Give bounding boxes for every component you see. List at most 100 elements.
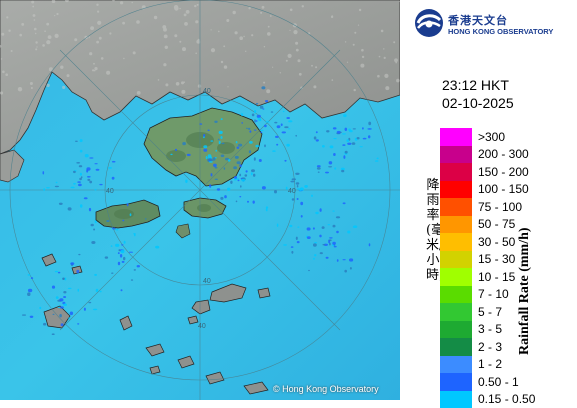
range-label: 40 xyxy=(203,88,211,95)
radar-map[interactable]: 40 40 40 40 40 © Hong Kong Observatory xyxy=(0,0,400,400)
legend-range-label: 2 - 3 xyxy=(478,340,502,354)
rain-echo xyxy=(254,110,256,113)
rain-echo xyxy=(343,155,345,159)
legend-item: 2 - 3 xyxy=(440,338,575,356)
rain-echo xyxy=(262,108,264,109)
rain-echo xyxy=(95,220,97,223)
rain-echo xyxy=(59,298,63,301)
rain-echo xyxy=(290,181,294,183)
rain-echo xyxy=(314,242,317,243)
rain-echo xyxy=(238,144,242,147)
rain-echo xyxy=(307,227,311,230)
rain-echo xyxy=(288,128,290,129)
rain-echo xyxy=(313,258,315,260)
rain-echo xyxy=(127,203,129,206)
legend-item: 7 - 10 xyxy=(440,286,575,304)
rain-echo xyxy=(325,172,329,174)
legend-range-label: 5 - 7 xyxy=(478,305,502,319)
rain-echo xyxy=(52,333,55,335)
rain-echo xyxy=(111,245,113,247)
rain-echo xyxy=(219,131,223,134)
rain-echo xyxy=(87,179,90,181)
rain-echo xyxy=(145,218,147,219)
hko-logo[interactable]: 香港天文台 HONG KONG OBSERVATORY xyxy=(414,6,574,46)
legend-range-label: 0.15 - 0.50 xyxy=(478,392,535,406)
rain-echo xyxy=(122,261,125,263)
rain-echo xyxy=(224,195,227,198)
legend-swatch xyxy=(440,268,472,286)
rain-echo xyxy=(301,215,303,218)
rain-echo xyxy=(313,227,315,229)
legend-range-label: 1 - 2 xyxy=(478,357,502,371)
rain-echo xyxy=(203,149,207,152)
rain-echo xyxy=(343,114,347,117)
rain-echo xyxy=(266,208,268,211)
rain-echo xyxy=(343,259,346,260)
legend-range-label: 15 - 30 xyxy=(478,252,515,266)
rain-echo xyxy=(239,196,241,197)
rain-echo xyxy=(334,167,336,169)
legend-range-label: 10 - 15 xyxy=(478,270,515,284)
rain-echo xyxy=(121,289,123,291)
legend-swatch xyxy=(440,373,472,391)
legend-range-label: 3 - 5 xyxy=(478,322,502,336)
rain-echo xyxy=(248,128,250,130)
rain-echo xyxy=(55,186,59,187)
rain-echo xyxy=(86,167,90,170)
rain-echo xyxy=(264,144,266,147)
rain-echo xyxy=(274,190,277,193)
rain-echo xyxy=(277,125,281,128)
rain-echo xyxy=(224,167,226,170)
legend-item: 50 - 75 xyxy=(440,216,575,234)
legend-item: 75 - 100 xyxy=(440,198,575,216)
rain-echo xyxy=(249,150,251,153)
rain-echo xyxy=(93,309,97,311)
rain-echo xyxy=(208,158,212,160)
rain-echo xyxy=(314,254,316,256)
rain-echo xyxy=(249,141,253,144)
rain-echo xyxy=(296,237,298,240)
rain-echo xyxy=(115,244,119,247)
legend-swatch xyxy=(440,338,472,356)
rain-echo xyxy=(345,128,348,131)
rain-echo xyxy=(357,137,360,139)
rain-echo xyxy=(85,154,89,157)
rain-echo xyxy=(336,216,340,218)
legend-range-label: 50 - 75 xyxy=(478,217,515,231)
legend-item: 15 - 30 xyxy=(440,251,575,269)
legend-swatch xyxy=(440,303,472,321)
rain-echo xyxy=(185,180,187,183)
rain-echo xyxy=(63,296,66,298)
rain-echo xyxy=(292,178,296,180)
range-label: 40 xyxy=(106,188,114,195)
rain-echo xyxy=(329,237,333,238)
legend-range-label: 0.50 - 1 xyxy=(478,375,519,389)
legend-swatch xyxy=(440,391,472,408)
rain-echo xyxy=(39,307,41,309)
rain-echo xyxy=(215,150,217,152)
rain-echo xyxy=(284,160,286,162)
legend-range-label: >300 xyxy=(478,130,505,144)
rain-echo xyxy=(119,249,121,251)
rain-echo xyxy=(304,185,308,188)
rain-echo xyxy=(55,271,58,272)
rain-echo xyxy=(213,164,217,167)
rain-echo xyxy=(316,131,318,133)
rain-echo xyxy=(211,173,213,176)
rain-echo xyxy=(353,225,357,228)
rain-echo xyxy=(43,171,45,174)
rain-echo xyxy=(261,86,265,89)
rain-echo xyxy=(286,144,290,147)
rain-echo xyxy=(337,259,339,262)
legend-range-label: 75 - 100 xyxy=(478,200,522,214)
rain-echo xyxy=(271,111,274,112)
rain-echo xyxy=(106,220,109,222)
legend-swatch xyxy=(440,321,472,339)
rain-echo xyxy=(328,166,332,167)
rain-echo xyxy=(84,308,86,311)
legend-item: 200 - 300 xyxy=(440,146,575,164)
rain-echo xyxy=(91,241,95,244)
rain-echo xyxy=(352,142,356,145)
rain-echo xyxy=(368,135,370,138)
organization-name-cn: 香港天文台 xyxy=(448,12,508,28)
